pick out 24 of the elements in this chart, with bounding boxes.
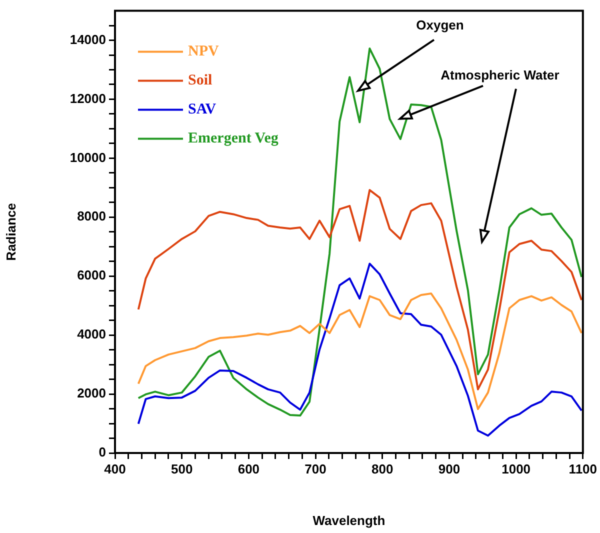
y-tick-label: 4000	[77, 326, 106, 342]
legend-label: NPV	[188, 44, 219, 60]
annotation: Oxygen	[416, 17, 464, 32]
x-tick-label: 1100	[568, 461, 597, 476]
y-tick-label: 6000	[77, 268, 106, 283]
y-tick-label: 2000	[77, 386, 106, 401]
legend-label: Soil	[188, 72, 212, 89]
legend-label: SAV	[188, 102, 216, 118]
y-tick-label: 14000	[70, 32, 106, 47]
x-tick-label: 900	[438, 461, 460, 476]
y-tick-label: 10000	[70, 150, 106, 165]
y-axis-title: Radiance	[3, 202, 18, 261]
legend-label: Emergent Veg	[188, 130, 279, 147]
x-tick-label: 600	[238, 461, 260, 476]
y-tick-label: 0	[98, 444, 106, 460]
annotation: Atmospheric Water	[440, 67, 560, 82]
x-tick-label: 700	[304, 461, 326, 476]
y-tick-label: 8000	[77, 208, 106, 224]
x-tick-label: 500	[170, 461, 193, 476]
x-tick-label: 400	[104, 461, 126, 476]
x-axis-title: Wavelength	[312, 512, 386, 528]
y-tick-label: 12000	[70, 90, 106, 106]
x-tick-label: 1000	[502, 461, 531, 476]
x-tick-label: 800	[372, 461, 394, 476]
